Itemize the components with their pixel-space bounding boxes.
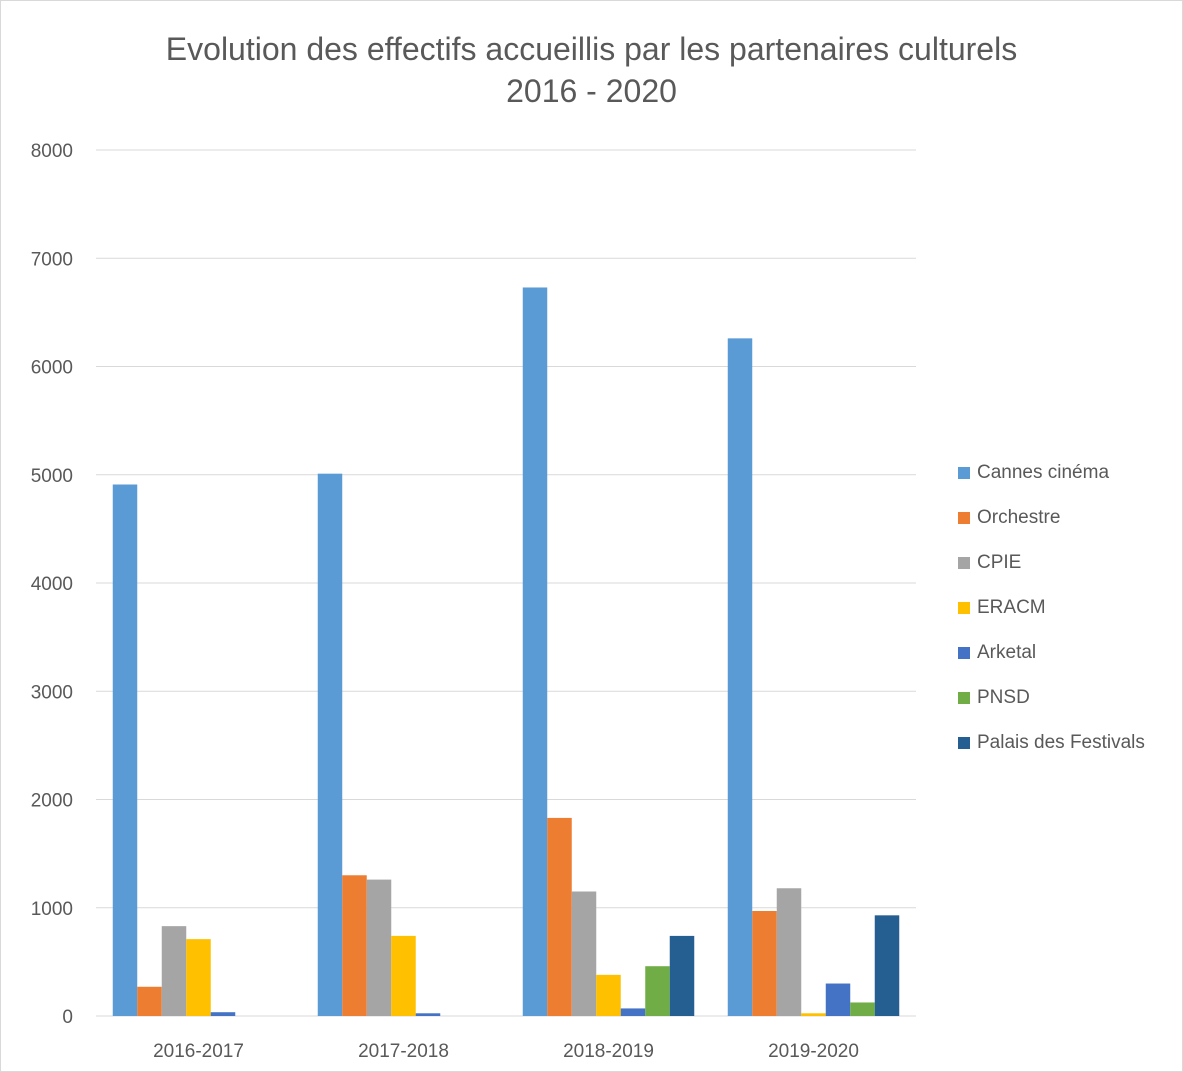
bar-2019-2020-orchestre	[752, 910, 777, 1016]
legend-item: CPIE	[958, 540, 1145, 585]
chart-title-line-1: Evolution des effectifs accueillis par l…	[165, 31, 1018, 67]
legend-label: Arketal	[977, 641, 1037, 663]
y-tick-label-3000: 3000	[31, 682, 73, 703]
legend-label: Orchestre	[977, 506, 1061, 528]
legend-item: PNSD	[958, 675, 1145, 720]
bar-2019-2020-palais-des-festivals	[874, 915, 900, 1016]
x-axis-tick-labels: 2016-2017 2017-2018 2018-2019 2019-2020	[153, 1041, 859, 1062]
bar-2019-2020-arketal	[825, 983, 851, 1016]
bar-2017-2018-cpie	[366, 879, 392, 1016]
y-tick-label-8000: 8000	[31, 141, 73, 162]
legend-label: Cannes cinéma	[977, 461, 1110, 483]
bar-2019-2020-cpie	[776, 888, 802, 1016]
bar-2018-2019-cannes-cin-ma	[522, 287, 548, 1016]
y-axis-tick-labels: 0 1000 2000 3000 4000 5000 6000 7000 8000	[31, 141, 73, 1028]
legend-label: Palais des Festivals	[977, 731, 1145, 753]
bar-2017-2018-eracm	[391, 935, 416, 1016]
bar-2019-2020-cannes-cin-ma	[727, 338, 753, 1017]
legend-swatch	[958, 556, 970, 569]
legend-swatch	[958, 646, 970, 659]
y-tick-label-7000: 7000	[31, 249, 73, 270]
chart-title: Evolution des effectifs accueillis par l…	[0, 28, 1183, 112]
bar-2018-2019-arketal	[620, 1008, 646, 1016]
x-tick-label-2017-2018: 2017-2018	[358, 1041, 449, 1062]
legend-item: Cannes cinéma	[958, 450, 1145, 495]
y-tick-label-1000: 1000	[31, 899, 73, 920]
legend-label: PNSD	[977, 686, 1030, 708]
bar-2017-2018-arketal	[415, 1013, 441, 1016]
bar-2018-2019-pnsd	[645, 966, 670, 1016]
x-tick-label-2019-2020: 2019-2020	[768, 1041, 859, 1062]
legend-swatch	[958, 736, 970, 749]
y-tick-label-4000: 4000	[31, 574, 73, 595]
bars	[112, 287, 900, 1017]
gridlines	[96, 149, 916, 1017]
legend-item: Arketal	[958, 630, 1145, 675]
legend-swatch	[958, 601, 970, 614]
y-tick-label-0: 0	[62, 1007, 73, 1028]
legend-label: ERACM	[977, 596, 1046, 618]
legend-item: ERACM	[958, 585, 1145, 630]
bar-2017-2018-cannes-cin-ma	[317, 473, 343, 1017]
legend-swatch	[958, 466, 970, 479]
bar-2018-2019-palais-des-festivals	[669, 935, 695, 1016]
bar-2016-2017-orchestre	[137, 986, 162, 1016]
legend-item: Orchestre	[958, 495, 1145, 540]
bar-2019-2020-pnsd	[850, 1002, 875, 1016]
bar-2018-2019-eracm	[596, 974, 621, 1016]
legend-label: CPIE	[977, 551, 1022, 573]
bar-2017-2018-orchestre	[342, 875, 367, 1016]
legend-item: Palais des Festivals	[958, 720, 1145, 765]
bar-2016-2017-cannes-cin-ma	[112, 484, 138, 1016]
legend: Cannes cinéma Orchestre CPIE ERACM Arketal PN…	[958, 450, 1145, 765]
legend-swatch	[958, 511, 970, 524]
bar-2016-2017-arketal	[210, 1012, 236, 1016]
bar-2016-2017-eracm	[186, 939, 211, 1016]
bar-2018-2019-cpie	[571, 891, 597, 1016]
x-tick-label-2018-2019: 2018-2019	[563, 1041, 654, 1062]
x-tick-label-2016-2017: 2016-2017	[153, 1041, 244, 1062]
legend-swatch	[958, 691, 970, 704]
y-tick-label-2000: 2000	[31, 791, 73, 812]
chart-title-line-2: 2016 - 2020	[506, 73, 677, 109]
bar-2016-2017-cpie	[161, 926, 187, 1016]
bar-2018-2019-orchestre	[547, 817, 572, 1016]
y-tick-label-6000: 6000	[31, 358, 73, 379]
y-tick-label-5000: 5000	[31, 466, 73, 487]
bar-2019-2020-eracm	[801, 1013, 826, 1016]
